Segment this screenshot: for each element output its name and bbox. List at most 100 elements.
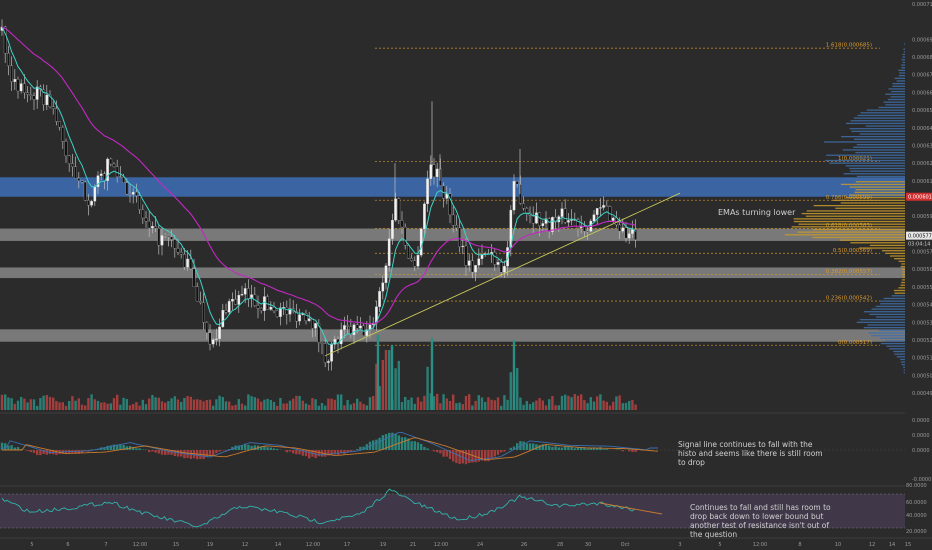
candle-body bbox=[23, 83, 26, 93]
candle-body bbox=[317, 323, 321, 343]
macd-histogram-bar bbox=[250, 445, 253, 450]
volume-profile-bar bbox=[855, 189, 905, 191]
volume-profile-bar bbox=[855, 181, 905, 183]
volume-bar bbox=[272, 401, 276, 410]
candle-body bbox=[407, 245, 410, 259]
volume-bar bbox=[407, 399, 410, 410]
macd-histogram-bar bbox=[272, 448, 276, 450]
time-axis-tick: 14 bbox=[889, 542, 895, 548]
volume-bar bbox=[416, 397, 420, 410]
volume-profile-bar bbox=[835, 207, 905, 209]
candle-body bbox=[259, 307, 263, 311]
macd-histogram-bar bbox=[394, 433, 397, 450]
macd-histogram-bar bbox=[544, 444, 548, 450]
volume-bar bbox=[285, 403, 288, 410]
macd-histogram-bar bbox=[410, 441, 413, 450]
time-axis-tick: 10 bbox=[835, 542, 841, 548]
macd-histogram-bar bbox=[349, 450, 352, 452]
macd-histogram-bar bbox=[301, 450, 304, 456]
candle-body bbox=[346, 325, 349, 327]
candle-body bbox=[263, 296, 266, 311]
macd-histogram-bar bbox=[490, 450, 493, 459]
candle-body bbox=[151, 226, 154, 229]
macd-histogram-bar bbox=[477, 450, 480, 462]
candle-body bbox=[439, 168, 442, 186]
volume-bar bbox=[218, 395, 221, 410]
volume-bar bbox=[538, 398, 541, 410]
volume-bar bbox=[400, 402, 404, 410]
candle-body bbox=[381, 282, 385, 292]
candle-body bbox=[106, 158, 109, 181]
fib-label: 1(0.000621) bbox=[838, 156, 872, 162]
volume-bar bbox=[490, 399, 493, 410]
zone-gray bbox=[0, 267, 905, 279]
volume-bar bbox=[359, 401, 362, 410]
volume-profile-bar bbox=[867, 324, 905, 326]
macd-histogram-bar bbox=[458, 450, 461, 464]
candle-body bbox=[275, 310, 279, 317]
candle-body bbox=[432, 164, 436, 178]
macd-histogram-bar bbox=[333, 450, 336, 455]
time-axis-tick: 7 bbox=[104, 542, 107, 548]
volume-profile-bar bbox=[805, 215, 905, 217]
macd-histogram-bar bbox=[39, 450, 42, 456]
candle-body bbox=[493, 252, 497, 265]
candle-body bbox=[80, 180, 84, 183]
candle-body bbox=[122, 177, 125, 183]
candle-body bbox=[339, 329, 343, 345]
candle-body bbox=[627, 233, 631, 239]
candle-body bbox=[394, 198, 397, 221]
time-axis-tick: 15 bbox=[173, 542, 179, 548]
candle-body bbox=[423, 203, 426, 230]
fib-label: 1.618(0.000685) bbox=[826, 43, 872, 49]
volume-profile-bar bbox=[901, 281, 905, 284]
macd-histogram-bar bbox=[173, 450, 176, 457]
candle-body bbox=[202, 302, 205, 323]
macd-histogram-bar bbox=[404, 437, 407, 450]
macd-histogram-bar bbox=[621, 450, 624, 452]
volume-bar bbox=[84, 405, 87, 410]
candle-body bbox=[131, 191, 135, 195]
volume-profile-bar bbox=[854, 157, 905, 159]
candle-body bbox=[413, 260, 417, 267]
candle-body bbox=[426, 178, 429, 205]
volume-bar bbox=[288, 400, 292, 410]
volume-bar bbox=[551, 395, 554, 410]
macd-histogram-bar bbox=[42, 450, 45, 455]
candle-body bbox=[352, 324, 356, 336]
macd-histogram-bar bbox=[551, 446, 554, 450]
macd-histogram-bar bbox=[541, 444, 544, 450]
volume-profile-bar bbox=[839, 239, 905, 241]
volume-bar bbox=[93, 399, 96, 410]
ema-fast-line bbox=[1, 26, 636, 345]
volume-profile-bar bbox=[886, 345, 905, 347]
volume-bar bbox=[215, 399, 218, 410]
volume-profile-bar bbox=[887, 98, 905, 101]
volume-bar bbox=[390, 345, 394, 410]
volume-bar bbox=[221, 397, 224, 410]
macd-histogram-bar bbox=[212, 450, 215, 456]
volume-profile-bar bbox=[900, 361, 905, 363]
volume-bar bbox=[202, 401, 205, 410]
fib-label: 0.618(0.000583) bbox=[826, 223, 872, 229]
volume-bar bbox=[352, 403, 356, 410]
volume-profile-bar bbox=[883, 101, 905, 103]
volume-profile-bar bbox=[903, 43, 905, 45]
volume-profile-bar bbox=[901, 59, 905, 61]
macd-histogram-bar bbox=[564, 446, 567, 450]
volume-profile-bar bbox=[901, 268, 905, 270]
volume-bar bbox=[160, 401, 164, 410]
volume-bar bbox=[0, 394, 4, 410]
macd-histogram-bar bbox=[420, 443, 423, 450]
macd-histogram-bar bbox=[10, 445, 13, 450]
volume-bar bbox=[602, 400, 605, 410]
macd-histogram-bar bbox=[16, 447, 20, 450]
candle-body bbox=[61, 127, 65, 142]
volume-bar bbox=[356, 398, 359, 410]
volume-profile-bar bbox=[893, 350, 905, 353]
macd-histogram-bar bbox=[327, 450, 330, 456]
